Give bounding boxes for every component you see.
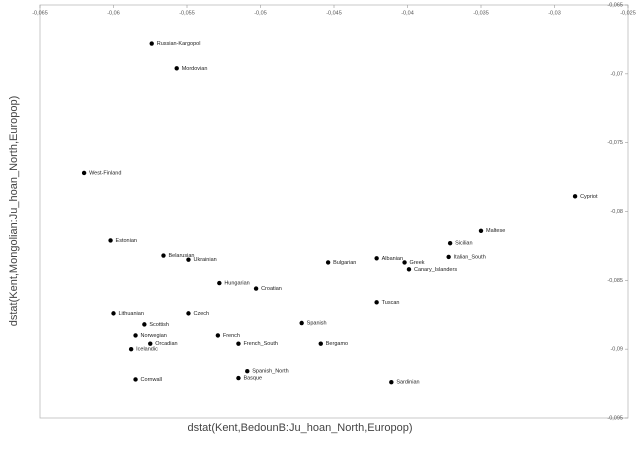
point-label: West-Finland (89, 170, 121, 176)
point (133, 333, 138, 338)
point-label: Orcadian (155, 341, 177, 347)
point (215, 333, 221, 338)
point (447, 240, 453, 246)
point-label: Greek (410, 260, 425, 266)
point-label: Russian-Kargopol (157, 41, 201, 47)
point (374, 256, 379, 261)
point (236, 341, 241, 346)
y-tick-label: -0,08 (610, 209, 623, 215)
point-label: Ukrainian (193, 257, 216, 263)
point-label: Estonian (116, 238, 137, 244)
y-tick-label: -0,09 (610, 347, 623, 353)
point-label: Sardinian (396, 380, 419, 386)
point-label: Cornwall (141, 377, 162, 383)
point-label: Cypriot (580, 194, 598, 200)
y-tick-label: -0,085 (607, 278, 623, 284)
point (374, 300, 379, 305)
point-label: French (223, 333, 240, 339)
point-label: Bulgarian (333, 260, 356, 266)
y-tick-label: -0,095 (607, 415, 623, 421)
point (217, 280, 222, 286)
point (245, 368, 250, 374)
point (142, 322, 147, 327)
x-tick-label: -0,06 (107, 10, 120, 16)
point (186, 257, 191, 262)
x-tick-label: -0,045 (326, 10, 342, 16)
point-label: Belarusian (168, 253, 194, 259)
x-tick-label: -0,03 (548, 10, 561, 16)
point-label: Icelandic (136, 347, 158, 353)
point (478, 228, 484, 233)
point (325, 260, 331, 265)
point (253, 286, 259, 291)
plot-area (39, 4, 629, 419)
point (174, 66, 179, 71)
point (236, 375, 241, 381)
point (318, 341, 323, 346)
x-axis-title: dstat(Kent,BedounB:Ju_hoan_North,Europop… (187, 422, 412, 434)
point (149, 41, 154, 46)
y-tick-label: -0,07 (610, 71, 623, 77)
point-label: Spanish_North (252, 369, 288, 375)
point-label: Norwegian (141, 333, 167, 339)
point (299, 320, 304, 326)
point (108, 238, 113, 243)
point-label: French_South (243, 341, 278, 347)
point (111, 311, 116, 316)
point (402, 260, 407, 265)
point-label: Bergamo (326, 341, 348, 347)
x-tick-label: -0,055 (179, 10, 195, 16)
point (406, 267, 412, 272)
point (81, 170, 87, 176)
point-label: Canary_Islanders (414, 267, 457, 273)
point-label: Czech (193, 311, 209, 317)
point-label: Tuscan (382, 300, 400, 306)
y-axis-title: dstat(Kent,Mongolian:Ju_hoan_North,Europ… (8, 96, 20, 327)
point-label: Albanian (382, 256, 403, 262)
point (161, 253, 166, 258)
point-label: Scottish (149, 322, 169, 328)
point-label: Croatian (261, 286, 282, 292)
point (572, 194, 578, 199)
point-label: Hungarian (224, 281, 249, 287)
point (389, 380, 394, 385)
point-label: Italian_South (454, 254, 486, 260)
y-tick-label: -0,075 (607, 140, 623, 146)
x-tick-label: -0,04 (401, 10, 414, 16)
x-tick-label: -0,05 (254, 10, 267, 16)
point-label: Lithuanian (119, 311, 144, 317)
point-label: Spanish (307, 320, 327, 326)
point (133, 377, 138, 382)
point (148, 341, 153, 346)
point-label: Maltese (486, 228, 505, 234)
point-label: Mordovian (182, 66, 208, 72)
point (128, 346, 134, 352)
x-tick-label: -0,025 (620, 10, 636, 16)
y-tick-label: -0,065 (607, 2, 623, 8)
point-label: Basque (243, 376, 262, 382)
x-tick-label: -0,065 (32, 10, 48, 16)
point (446, 254, 451, 260)
point (186, 311, 191, 316)
point-label: Sicilian (455, 241, 472, 247)
x-tick-label: -0,035 (473, 10, 489, 16)
